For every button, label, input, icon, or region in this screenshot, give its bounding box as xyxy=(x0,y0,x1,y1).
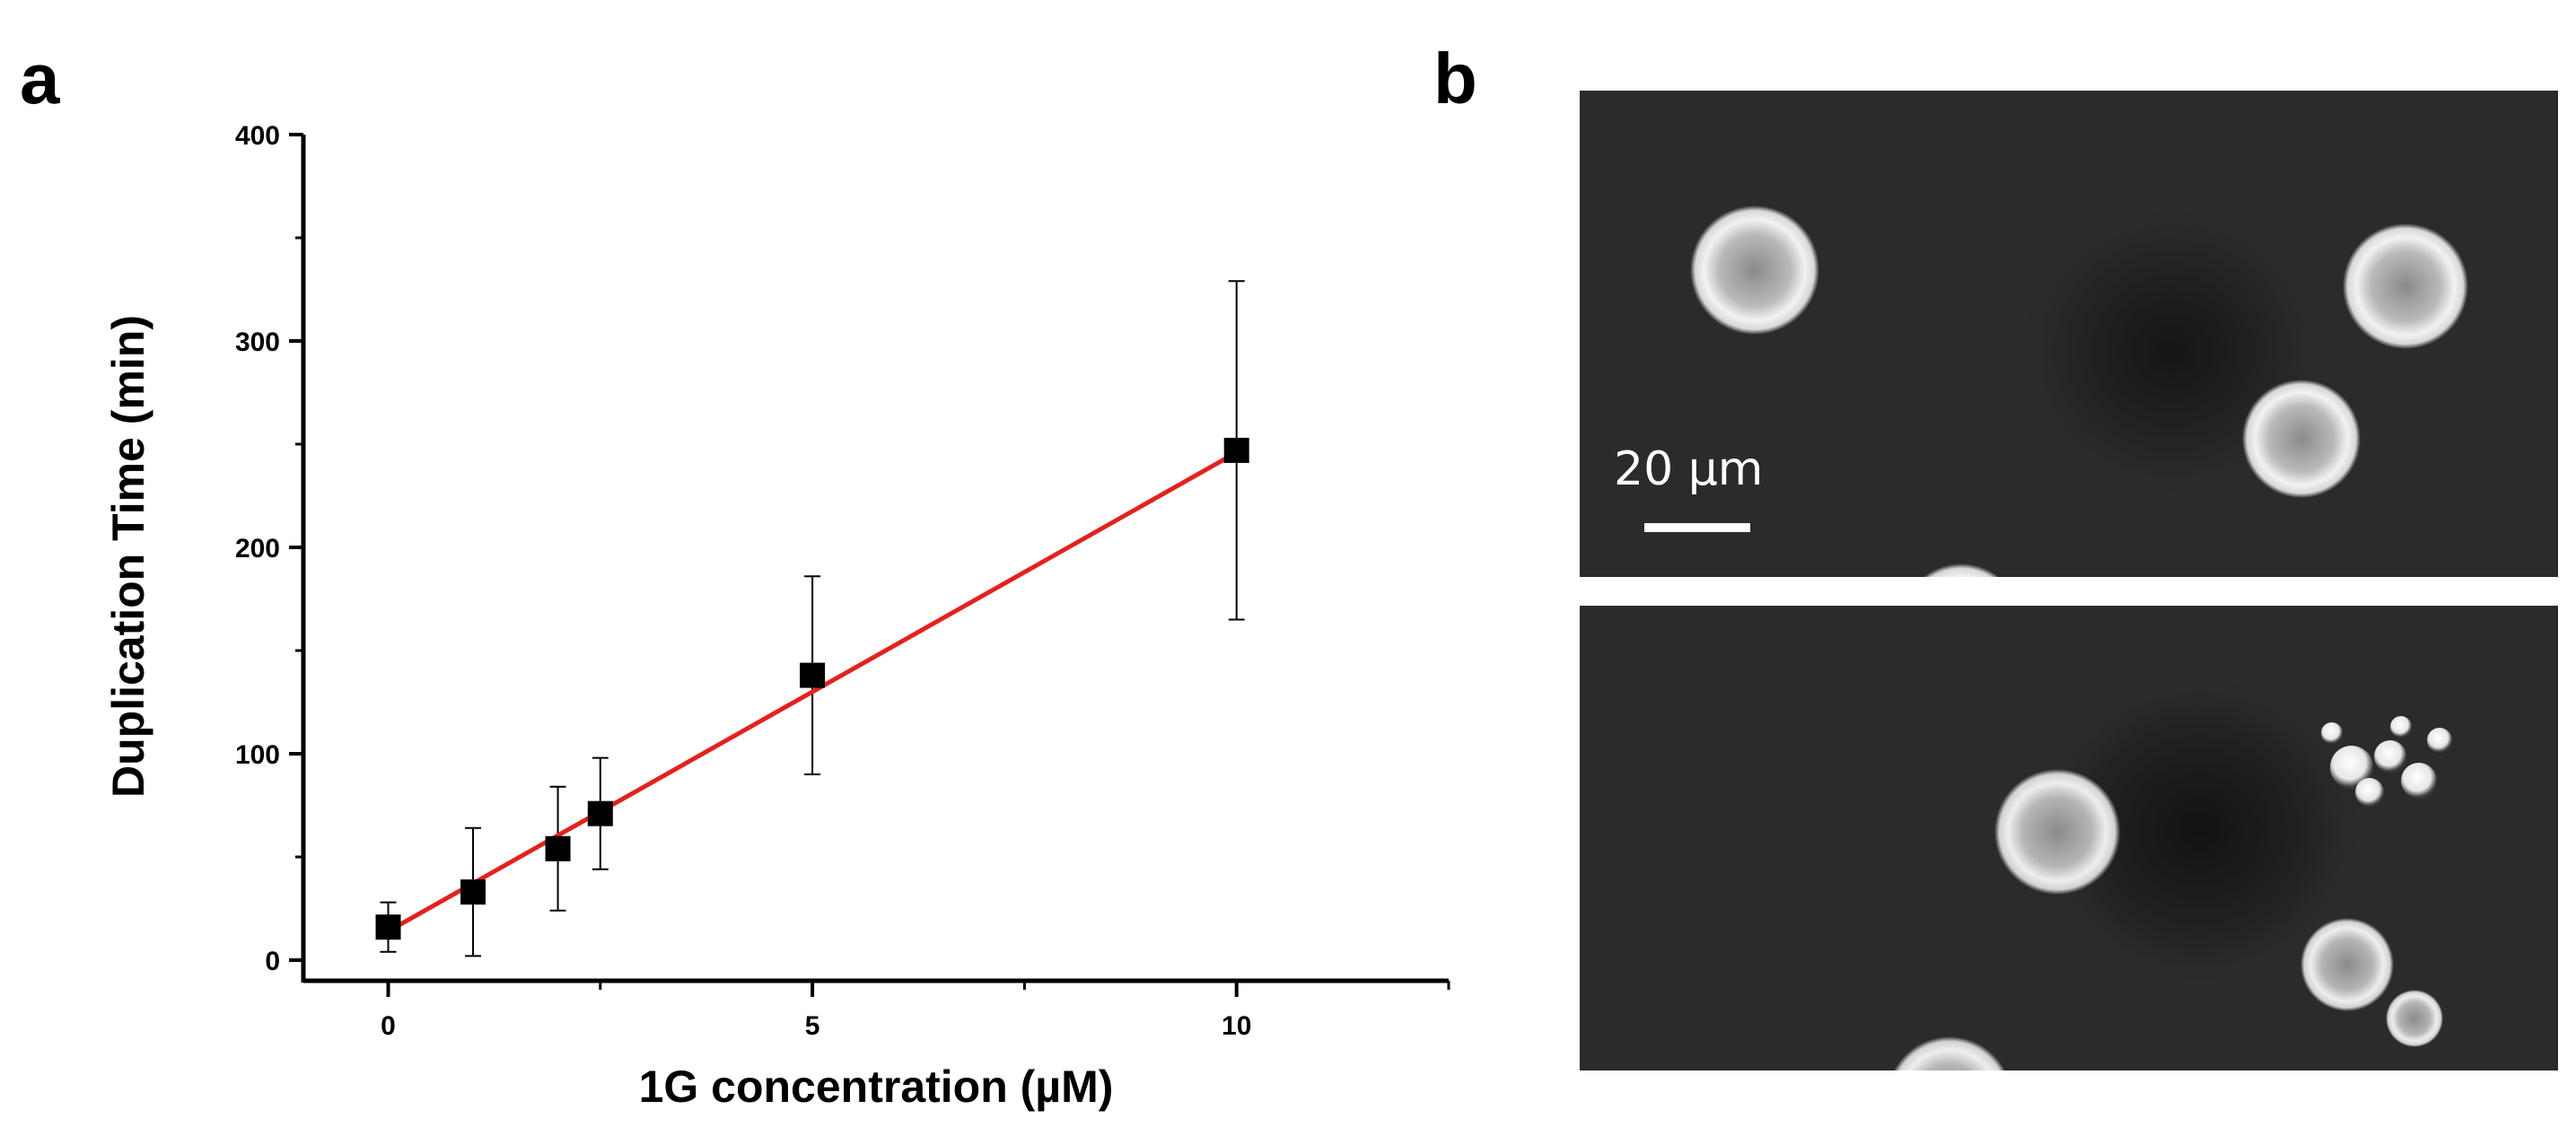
tick-labels: 0 100 200 300 400 0 5 10 xyxy=(235,121,1251,1041)
axis-ticks xyxy=(289,133,1450,997)
y-tick-label: 0 xyxy=(265,947,280,976)
vesicle xyxy=(2321,722,2343,744)
scale-bar xyxy=(1644,523,1750,532)
y-tick-label: 400 xyxy=(235,121,280,151)
y-tick-label: 200 xyxy=(235,534,280,564)
fit-line xyxy=(387,450,1238,933)
micrograph-bottom-cells xyxy=(1893,668,2452,1070)
cell xyxy=(2386,990,2443,1047)
cell xyxy=(1923,564,2000,577)
micrograph-top-cells xyxy=(1690,198,2468,577)
panel-a-label: a xyxy=(20,39,60,118)
cell xyxy=(2343,223,2468,349)
vesicle xyxy=(2330,746,2373,789)
cell xyxy=(2242,380,2361,498)
data-point xyxy=(587,800,613,826)
dark-cell-cluster xyxy=(2028,668,2370,992)
chart-axes xyxy=(301,135,1449,983)
y-tick-label: 100 xyxy=(235,740,280,770)
data-point xyxy=(375,914,401,940)
cell xyxy=(1994,769,2120,895)
vesicle xyxy=(2390,716,2412,738)
error-bars xyxy=(380,280,1245,957)
vesicle xyxy=(2374,740,2406,773)
x-tick-label: 10 xyxy=(1222,1011,1251,1041)
x-tick-label: 0 xyxy=(381,1011,396,1041)
cell xyxy=(1893,1036,2006,1070)
micrograph-bottom xyxy=(1580,606,2558,1070)
y-axis-title: Duplication Time (min) xyxy=(103,315,153,798)
x-tick-label: 5 xyxy=(805,1011,820,1041)
cell xyxy=(2300,918,2394,1011)
data-point xyxy=(1223,437,1249,463)
data-point xyxy=(545,835,571,861)
data-point xyxy=(800,662,826,688)
vesicle xyxy=(2355,778,2384,807)
panel-b-label: b xyxy=(1433,39,1477,118)
vesicle xyxy=(2427,728,2452,753)
y-tick-label: 300 xyxy=(235,328,280,357)
cell xyxy=(1690,205,1819,335)
data-point xyxy=(460,879,486,905)
data-markers xyxy=(375,437,1249,940)
x-axis-title: 1G concentration (µM) xyxy=(639,1062,1114,1112)
fit-line-group xyxy=(387,450,1238,933)
micrograph-top: 20 µm xyxy=(1580,91,2558,577)
vesicle xyxy=(2401,763,2437,799)
scale-bar-label: 20 µm xyxy=(1614,442,1764,496)
